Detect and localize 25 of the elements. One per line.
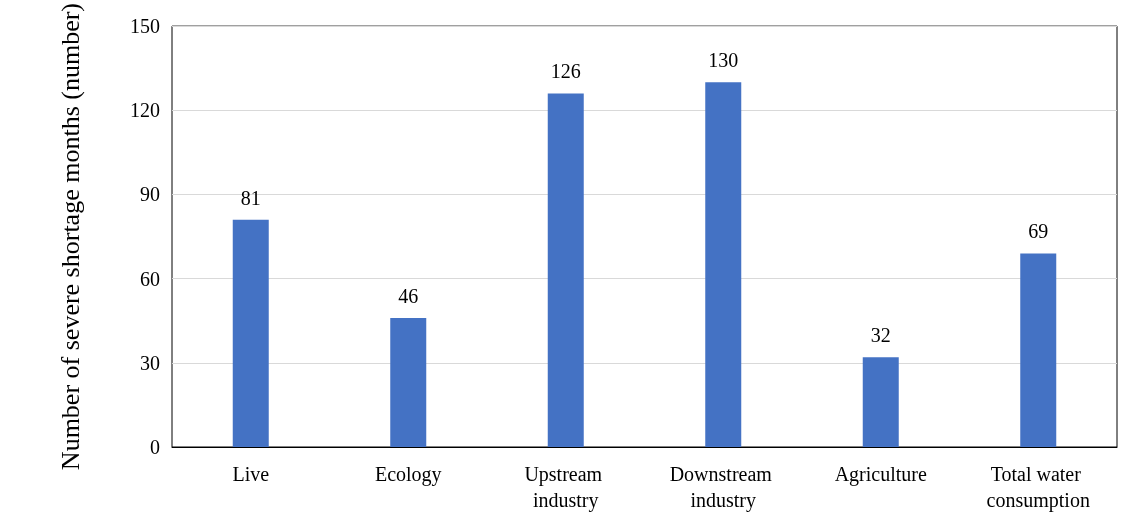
y-tick-label: 30 — [140, 351, 160, 374]
data-label: 32 — [870, 324, 891, 347]
bar — [547, 93, 584, 447]
bar — [705, 82, 742, 447]
x-tick-label: Live — [232, 463, 270, 485]
y-tick-label: 120 — [130, 99, 160, 122]
y-tick-label: 60 — [140, 267, 160, 290]
bar — [232, 219, 269, 447]
x-tick-label: Total water consumption — [986, 463, 1090, 512]
data-label: 126 — [550, 60, 581, 83]
x-tick-label: Upstream industry — [524, 463, 608, 512]
x-tick-label: Agriculture — [834, 463, 927, 486]
y-tick-label: 0 — [150, 436, 160, 458]
data-label: 69 — [1028, 220, 1049, 243]
data-label: 81 — [240, 186, 261, 209]
y-tick-label: 150 — [130, 15, 160, 38]
bar — [862, 357, 899, 447]
x-tick-label: Downstream industry — [669, 463, 777, 512]
bar — [390, 317, 427, 447]
y-axis-title: Number of severe shortage months (number) — [55, 3, 85, 471]
y-tick-label: 90 — [140, 183, 160, 206]
x-tick-label: Ecology — [374, 463, 442, 486]
data-label: 46 — [398, 284, 419, 307]
bar — [1020, 253, 1057, 447]
data-label: 130 — [708, 49, 739, 72]
